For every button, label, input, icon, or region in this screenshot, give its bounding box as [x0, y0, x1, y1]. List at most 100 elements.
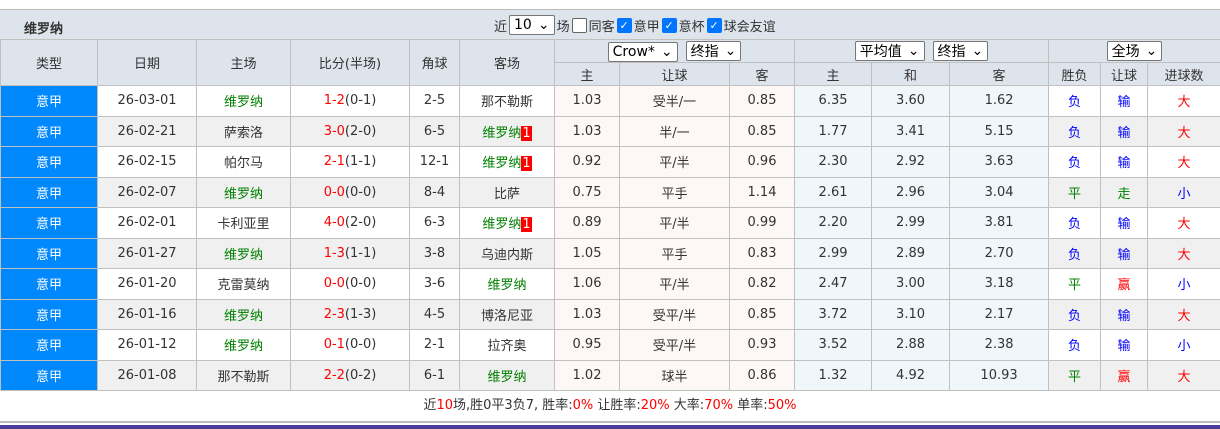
european-odds: 3.60 [871, 85, 951, 117]
result: 负 [1048, 237, 1102, 269]
score[interactable]: 2-2(0-2) [290, 359, 410, 391]
away-cell[interactable]: 维罗纳 [459, 268, 555, 300]
away-cell[interactable]: 乌迪内斯 [459, 237, 555, 269]
sub-header: 客 [949, 62, 1050, 86]
table-row[interactable]: 意甲 26-02-15 帕尔马 2-1(1-1) 12-1 维罗纳1 0.92 平/半 0.96… [0, 146, 1220, 178]
match-type[interactable]: 意甲 [0, 359, 98, 391]
match-date: 26-01-16 [97, 298, 197, 330]
bottom-border [0, 425, 1220, 429]
handicap-result: 输 [1100, 115, 1149, 147]
table-row[interactable]: 意甲 26-01-12 维罗纳 0-1(0-0) 2-1 拉齐奥 0.95 受平/半 0.93 3… [0, 329, 1220, 361]
away-cell[interactable]: 维罗纳 [459, 359, 555, 391]
match-type[interactable]: 意甲 [0, 176, 98, 208]
away-cell[interactable]: 拉齐奥 [459, 329, 555, 361]
table-row[interactable]: 意甲 26-02-07 维罗纳 0-0(0-0) 8-4 比萨 0.75 平手 1.14 2.61… [0, 176, 1220, 208]
select-value: Crow* [612, 43, 655, 60]
home-team[interactable]: 维罗纳 [196, 176, 291, 208]
score[interactable]: 4-0(2-0) [290, 207, 410, 239]
handicap-odds: 0.89 [554, 207, 620, 239]
score[interactable]: 1-2(0-1) [290, 85, 410, 117]
match-type[interactable]: 意甲 [0, 207, 98, 239]
table-row[interactable]: 意甲 26-01-08 那不勒斯 2-2(0-2) 6-1 维罗纳 1.02 球半 0.86 1.… [0, 359, 1220, 391]
match-type[interactable]: 意甲 [0, 85, 98, 117]
handicap-odds: 0.83 [728, 237, 796, 269]
score[interactable]: 1-3(1-1) [290, 237, 410, 269]
away-cell[interactable]: 维罗纳1 [459, 207, 555, 239]
full-score: 0-1 [323, 337, 345, 353]
average-type-select[interactable]: 终指 ⌄ [932, 41, 989, 61]
sub-header: 让球 [1100, 62, 1149, 86]
odds-type-select[interactable]: 终指 ⌄ [685, 40, 742, 61]
away-team: 维罗纳 [482, 217, 522, 233]
table-row[interactable]: 意甲 26-02-01 卡利亚里 4-0(2-0) 6-3 维罗纳1 0.89 平/半 0.99… [0, 207, 1220, 239]
scope-select[interactable]: 全场 ⌄ [1106, 41, 1163, 61]
half-score: (1-1) [344, 245, 377, 261]
match-date: 26-01-08 [97, 359, 197, 391]
table-row[interactable]: 意甲 26-01-20 克雷莫纳 0-0(0-0) 3-6 维罗纳 1.06 平/半 0.82 2… [0, 268, 1220, 300]
away-cell[interactable]: 博洛尼亚 [459, 298, 555, 330]
handicap-result: 赢 [1100, 359, 1149, 391]
home-team[interactable]: 卡利亚里 [196, 207, 291, 239]
league-checkbox[interactable]: ✓ [616, 17, 632, 33]
league-checkbox[interactable]: ✓ [661, 17, 677, 33]
away-team: 维罗纳 [482, 156, 522, 172]
handicap-result: 输 [1100, 237, 1149, 269]
sub-header: 客 [728, 62, 796, 86]
summary-part: 20% [640, 398, 670, 413]
summary-part: 让胜率: [593, 398, 641, 413]
match-type[interactable]: 意甲 [0, 237, 98, 269]
league-label: 球会友谊 [723, 19, 776, 35]
full-score: 3-0 [323, 123, 345, 139]
table-row[interactable]: 意甲 26-02-21 萨索洛 3-0(2-0) 6-5 维罗纳1 1.03 半/一 0.85 1… [0, 115, 1220, 147]
handicap-result: 赢 [1100, 268, 1149, 300]
handicap-odds: 0.85 [728, 115, 796, 147]
corners: 3-6 [409, 268, 460, 300]
away-cell[interactable]: 维罗纳1 [459, 115, 555, 147]
european-odds: 5.15 [949, 115, 1050, 147]
result: 负 [1048, 329, 1102, 361]
match-type[interactable]: 意甲 [0, 115, 98, 147]
home-team[interactable]: 帕尔马 [196, 146, 291, 178]
full-score: 0-0 [323, 184, 345, 200]
away-cell[interactable]: 比萨 [459, 176, 555, 208]
match-type[interactable]: 意甲 [0, 298, 98, 330]
handicap-odds: 0.75 [554, 176, 620, 208]
handicap-odds: 平手 [619, 176, 730, 208]
home-team[interactable]: 维罗纳 [196, 329, 291, 361]
same-checkbox[interactable] [571, 17, 587, 33]
european-odds: 2.30 [794, 146, 873, 178]
european-odds: 3.41 [871, 115, 951, 147]
score[interactable]: 0-0(0-0) [290, 268, 410, 300]
score[interactable]: 0-1(0-0) [290, 329, 410, 361]
table-row[interactable]: 意甲 26-03-01 维罗纳 1-2(0-1) 2-5 那不勒斯 1.03 受半/一 0.85… [0, 85, 1220, 117]
match-type[interactable]: 意甲 [0, 146, 98, 178]
sub-header: 胜负 [1048, 62, 1102, 86]
home-team[interactable]: 维罗纳 [196, 237, 291, 269]
match-date: 26-01-20 [97, 268, 197, 300]
table-row[interactable]: 意甲 26-01-16 维罗纳 2-3(1-3) 4-5 博洛尼亚 1.03 受平/半 0.85… [0, 298, 1220, 330]
away-cell[interactable]: 维罗纳1 [459, 146, 555, 178]
home-team[interactable]: 维罗纳 [196, 85, 291, 117]
score[interactable]: 3-0(2-0) [290, 115, 410, 147]
european-odds: 2.99 [794, 237, 873, 269]
corners: 6-3 [409, 207, 460, 239]
company-select[interactable]: Crow* ⌄ [607, 41, 678, 62]
home-team[interactable]: 维罗纳 [196, 298, 291, 330]
handicap-odds: 1.03 [554, 298, 620, 330]
home-team[interactable]: 克雷莫纳 [196, 268, 291, 300]
handicap-odds: 0.99 [728, 207, 796, 239]
score[interactable]: 2-1(1-1) [290, 146, 410, 178]
european-odds: 3.00 [871, 268, 951, 300]
score[interactable]: 0-0(0-0) [290, 176, 410, 208]
away-cell[interactable]: 那不勒斯 [459, 85, 555, 117]
table-row[interactable]: 意甲 26-01-27 维罗纳 1-3(1-1) 3-8 乌迪内斯 1.05 平手 0.83 2.… [0, 237, 1220, 269]
home-team[interactable]: 萨索洛 [196, 115, 291, 147]
select-header: 全场 ⌄ [1048, 39, 1220, 63]
home-team[interactable]: 那不勒斯 [196, 359, 291, 391]
league-checkbox[interactable]: ✓ [706, 17, 722, 33]
match-type[interactable]: 意甲 [0, 268, 98, 300]
average-select[interactable]: 平均值 ⌄ [854, 41, 925, 61]
match-type[interactable]: 意甲 [0, 329, 98, 361]
score[interactable]: 2-3(1-3) [290, 298, 410, 330]
count-select[interactable]: 10 ⌄ [509, 15, 555, 35]
